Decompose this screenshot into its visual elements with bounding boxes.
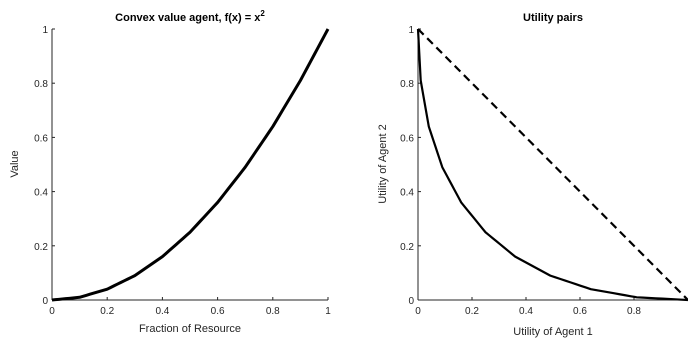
x-tick-label: 0.6 bbox=[573, 306, 587, 317]
series-line-dashed bbox=[417, 28, 688, 301]
y-tick-label: 0.4 bbox=[400, 188, 414, 199]
series-group bbox=[416, 28, 688, 302]
chart-utility-pairs: Utility pairs 0 0.2 0.4 0.6 0.8 0 0.2 0.4 0.6 0.… bbox=[377, 12, 688, 338]
x-tick-label: 0.4 bbox=[155, 306, 169, 317]
x-tick-label: 0.8 bbox=[627, 306, 641, 317]
y-tick-label: 1 bbox=[408, 25, 414, 36]
series-group bbox=[51, 28, 330, 302]
x-tick-label: 0 bbox=[49, 306, 55, 317]
x-tick-label: 0.4 bbox=[519, 306, 533, 317]
y-tick-label: 0.6 bbox=[34, 133, 48, 144]
x-axis-label: Fraction of Resource bbox=[139, 323, 241, 335]
y-axis-label: Value bbox=[9, 150, 21, 177]
y-tick-label: 0.2 bbox=[400, 242, 414, 253]
y-tick-label: 0 bbox=[42, 296, 48, 307]
y-axis-label: Utility of Agent 2 bbox=[377, 124, 389, 204]
x-tick-label: 0.6 bbox=[211, 306, 225, 317]
y-tick-label: 0.8 bbox=[400, 79, 414, 90]
y-tick-label: 0.6 bbox=[400, 133, 414, 144]
x-tick-label: 0.2 bbox=[100, 306, 114, 317]
x-tick-label: 0.8 bbox=[266, 306, 280, 317]
x-tick-label: 0.2 bbox=[465, 306, 479, 317]
chart-title: Utility pairs bbox=[523, 12, 583, 24]
title-superscript: 2 bbox=[260, 9, 265, 18]
y-tick-label: 0.2 bbox=[34, 242, 48, 253]
chart-title: Convex value agent, f(x) = x2 bbox=[115, 9, 265, 24]
y-tick-label: 0 bbox=[408, 296, 414, 307]
y-tick-label: 0.4 bbox=[34, 188, 48, 199]
x-tick-label: 1 bbox=[325, 306, 331, 317]
x-axis-label: Utility of Agent 1 bbox=[513, 326, 593, 338]
y-tick-label: 1 bbox=[42, 25, 48, 36]
chart-convex-value: Convex value agent, f(x) = x2 0 0.2 0.4 0.6… bbox=[9, 9, 331, 335]
x-tick-label: 0 bbox=[415, 306, 421, 317]
series-line bbox=[51, 28, 330, 302]
series-line bbox=[416, 28, 688, 302]
y-tick-label: 0.8 bbox=[34, 79, 48, 90]
